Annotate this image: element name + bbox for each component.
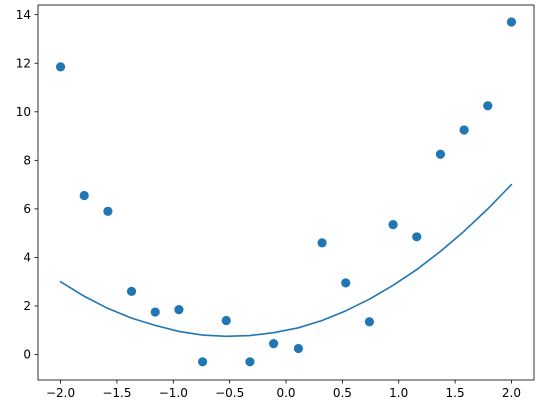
scatter-point (245, 357, 255, 367)
y-tick-label: 10 (16, 105, 31, 119)
y-tick-label: 4 (23, 251, 31, 265)
y-tick-label: 14 (16, 8, 31, 22)
scatter-point (435, 149, 446, 159)
scatter-point (126, 286, 137, 297)
scatter-point (341, 278, 351, 288)
scatter-point (364, 317, 375, 327)
scatter-point (150, 307, 160, 317)
y-tick-label: 6 (23, 202, 31, 216)
scatter-point (221, 315, 231, 326)
scatter-point (55, 62, 66, 72)
scatter-point (293, 343, 303, 354)
y-tick-label: 8 (23, 154, 31, 168)
scatter-point (506, 17, 517, 27)
x-tick-label: 1.5 (446, 386, 465, 400)
x-tick-label: 2.0 (502, 386, 521, 400)
scatter-point (412, 232, 422, 242)
y-tick-label: 2 (23, 299, 31, 313)
x-tick-label: −1.0 (159, 386, 188, 400)
y-tick-label: 0 (23, 348, 31, 362)
scatter-point (388, 220, 398, 230)
scatter-point (103, 206, 113, 216)
plot-layer (55, 17, 517, 367)
x-tick-label: 0.0 (276, 386, 295, 400)
x-tick-label: −0.5 (215, 386, 244, 400)
axes-layer: −2.0 −1.5 −1.0 −0.5 0.0 0.5 1.0 1.5 2.0 0 2 4 6 8 10 12… (16, 4, 535, 400)
x-tick-label: −2.0 (46, 386, 75, 400)
fit-line (59, 183, 513, 338)
y-tick-label: 12 (16, 56, 31, 70)
x-tick-label: 0.5 (333, 386, 352, 400)
scatter-point (174, 305, 184, 315)
scatter-point (197, 357, 208, 367)
scatter-point (269, 338, 279, 349)
x-tick-label: 1.0 (389, 386, 408, 400)
scatter-point (317, 238, 327, 248)
scatter-point (483, 101, 493, 111)
scatter-point (79, 190, 89, 201)
scatter-point (459, 125, 469, 135)
x-tick-label: −1.5 (102, 386, 131, 400)
